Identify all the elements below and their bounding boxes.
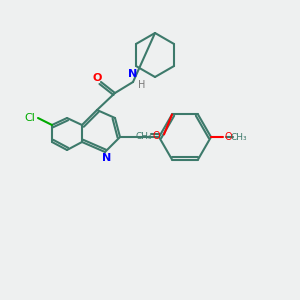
- Text: O: O: [224, 132, 232, 142]
- Text: CH₃: CH₃: [136, 132, 152, 141]
- Text: O: O: [92, 73, 102, 83]
- Text: H: H: [138, 80, 146, 90]
- Text: CH₃: CH₃: [231, 133, 247, 142]
- Text: N: N: [102, 153, 112, 163]
- Text: N: N: [128, 69, 138, 79]
- Text: Cl: Cl: [25, 113, 35, 123]
- Text: O: O: [152, 131, 160, 142]
